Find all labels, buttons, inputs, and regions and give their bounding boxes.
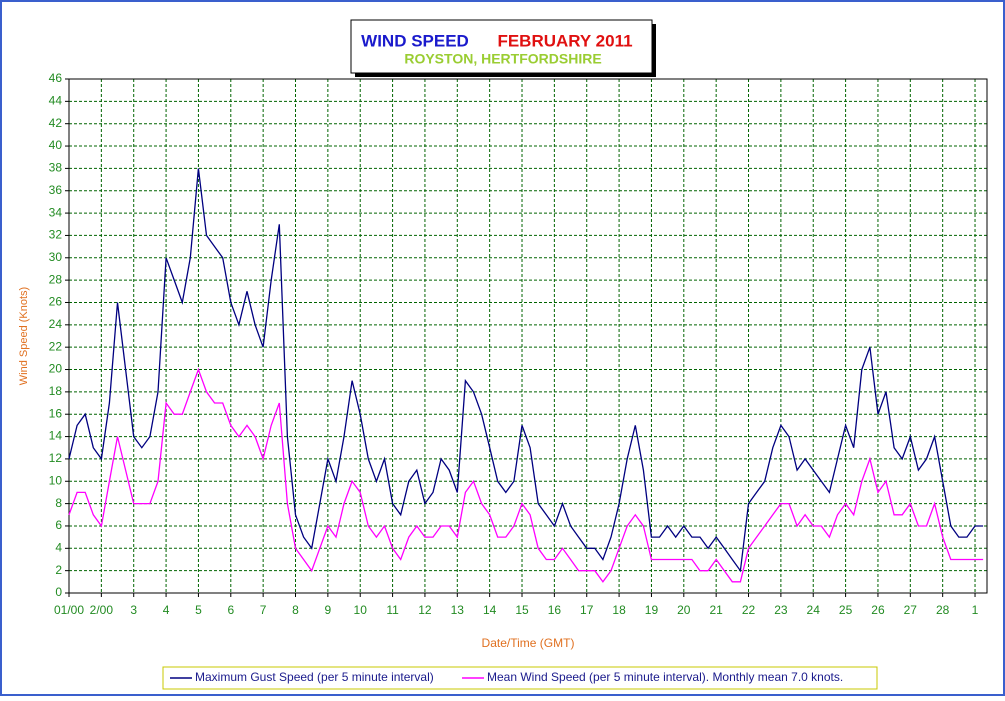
y-tick-label: 14 bbox=[49, 429, 63, 443]
y-tick-label: 42 bbox=[49, 116, 63, 130]
x-tick-label: 19 bbox=[645, 603, 659, 617]
x-tick-label: 2/00 bbox=[90, 603, 114, 617]
title-box bbox=[350, 19, 653, 74]
x-tick-label: 1 bbox=[972, 603, 979, 617]
legend-label: Mean Wind Speed (per 5 minute interval).… bbox=[487, 670, 843, 684]
y-tick-label: 6 bbox=[55, 518, 62, 532]
x-tick-label: 3 bbox=[130, 603, 137, 617]
y-tick-label: 28 bbox=[49, 272, 63, 286]
x-tick-label: 28 bbox=[936, 603, 950, 617]
x-tick-label: 18 bbox=[612, 603, 626, 617]
x-axis-label: Date/Time (GMT) bbox=[482, 636, 575, 650]
x-tick-label: 17 bbox=[580, 603, 594, 617]
x-tick-label: 20 bbox=[677, 603, 691, 617]
y-tick-label: 32 bbox=[49, 228, 63, 242]
y-tick-label: 46 bbox=[49, 71, 63, 85]
x-tick-label: 23 bbox=[774, 603, 788, 617]
legend-label: Maximum Gust Speed (per 5 minute interva… bbox=[195, 670, 434, 684]
x-tick-label: 6 bbox=[227, 603, 234, 617]
x-tick-label: 9 bbox=[325, 603, 332, 617]
y-tick-label: 36 bbox=[49, 183, 63, 197]
x-tick-label: 16 bbox=[548, 603, 562, 617]
y-tick-label: 4 bbox=[55, 540, 62, 554]
y-tick-label: 22 bbox=[49, 339, 63, 353]
y-tick-label: 44 bbox=[49, 94, 63, 108]
series-line bbox=[68, 168, 984, 573]
y-tick-label: 38 bbox=[49, 161, 63, 175]
x-tick-label: 12 bbox=[418, 603, 432, 617]
y-tick-label: 8 bbox=[55, 496, 62, 510]
x-tick-label: 26 bbox=[871, 603, 885, 617]
chart-subtitle: ROYSTON, HERTFORDSHIRE bbox=[404, 51, 601, 67]
x-tick-label: 21 bbox=[709, 603, 723, 617]
x-tick-label: 25 bbox=[839, 603, 853, 617]
x-tick-label: 13 bbox=[451, 603, 465, 617]
y-tick-label: 12 bbox=[49, 451, 63, 465]
x-tick-label: 8 bbox=[292, 603, 299, 617]
x-tick-label: 5 bbox=[195, 603, 202, 617]
y-tick-label: 24 bbox=[49, 317, 63, 331]
y-tick-label: 10 bbox=[49, 473, 63, 487]
x-tick-label: 27 bbox=[904, 603, 918, 617]
y-tick-label: 34 bbox=[49, 205, 63, 219]
y-tick-label: 30 bbox=[49, 250, 63, 264]
y-tick-label: 20 bbox=[49, 362, 63, 376]
x-tick-label: 24 bbox=[807, 603, 821, 617]
y-tick-label: 0 bbox=[55, 585, 62, 599]
x-tick-label: 14 bbox=[483, 603, 497, 617]
x-tick-label: 4 bbox=[163, 603, 170, 617]
plot-border bbox=[68, 78, 988, 594]
x-tick-label: 22 bbox=[742, 603, 756, 617]
x-tick-label: 7 bbox=[260, 603, 267, 617]
x-tick-label: 15 bbox=[515, 603, 529, 617]
y-axis-label: Wind Speed (Knots) bbox=[18, 287, 30, 385]
series-line bbox=[68, 367, 984, 583]
y-tick-label: 26 bbox=[49, 295, 63, 309]
x-tick-label: 11 bbox=[386, 603, 399, 617]
y-tick-label: 40 bbox=[49, 138, 63, 152]
chart-title-month: FEBRUARY 2011 bbox=[497, 31, 632, 50]
legend-box bbox=[162, 666, 878, 690]
y-tick-label: 18 bbox=[49, 384, 63, 398]
x-tick-label: 10 bbox=[354, 603, 368, 617]
y-tick-label: 2 bbox=[55, 563, 62, 577]
x-tick-label: 01/00 bbox=[54, 603, 84, 617]
chart-title: WIND SPEED bbox=[361, 31, 469, 50]
y-tick-label: 16 bbox=[49, 406, 63, 420]
